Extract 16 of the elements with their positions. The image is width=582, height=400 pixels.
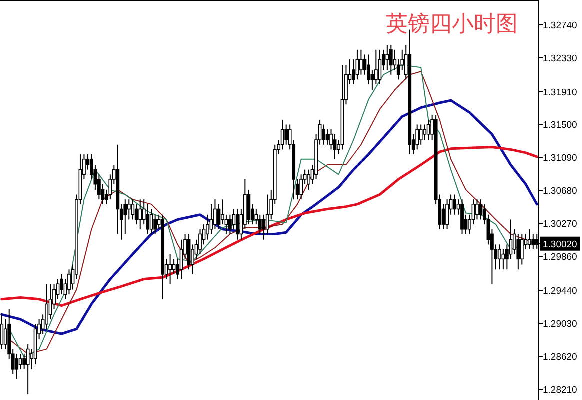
- y-tick-label: 1.31500: [543, 120, 578, 132]
- text: 英镑四小时图: [386, 12, 518, 37]
- line-series: [0, 99, 538, 336]
- y-tick-label: 1.32330: [543, 53, 578, 64]
- y-tick-label: 1.30270: [543, 219, 578, 230]
- y-tick-label: 1.29440: [543, 286, 578, 298]
- y-tick-label: 1.31090: [543, 153, 578, 164]
- y-tick-label: 1.32740: [543, 20, 578, 32]
- y-tick-label: 1.29860: [543, 252, 578, 264]
- y-tick-label: 1.28620: [543, 352, 578, 364]
- y-tick-label: 1.30680: [543, 186, 578, 198]
- y-tick-label: 1.28210: [543, 385, 578, 396]
- y-tick-label: 1.31910: [543, 87, 578, 98]
- line-series: [0, 146, 538, 308]
- y-tick-label: 1.30020: [543, 239, 578, 250]
- y-tick-label: 1.29030: [543, 319, 578, 330]
